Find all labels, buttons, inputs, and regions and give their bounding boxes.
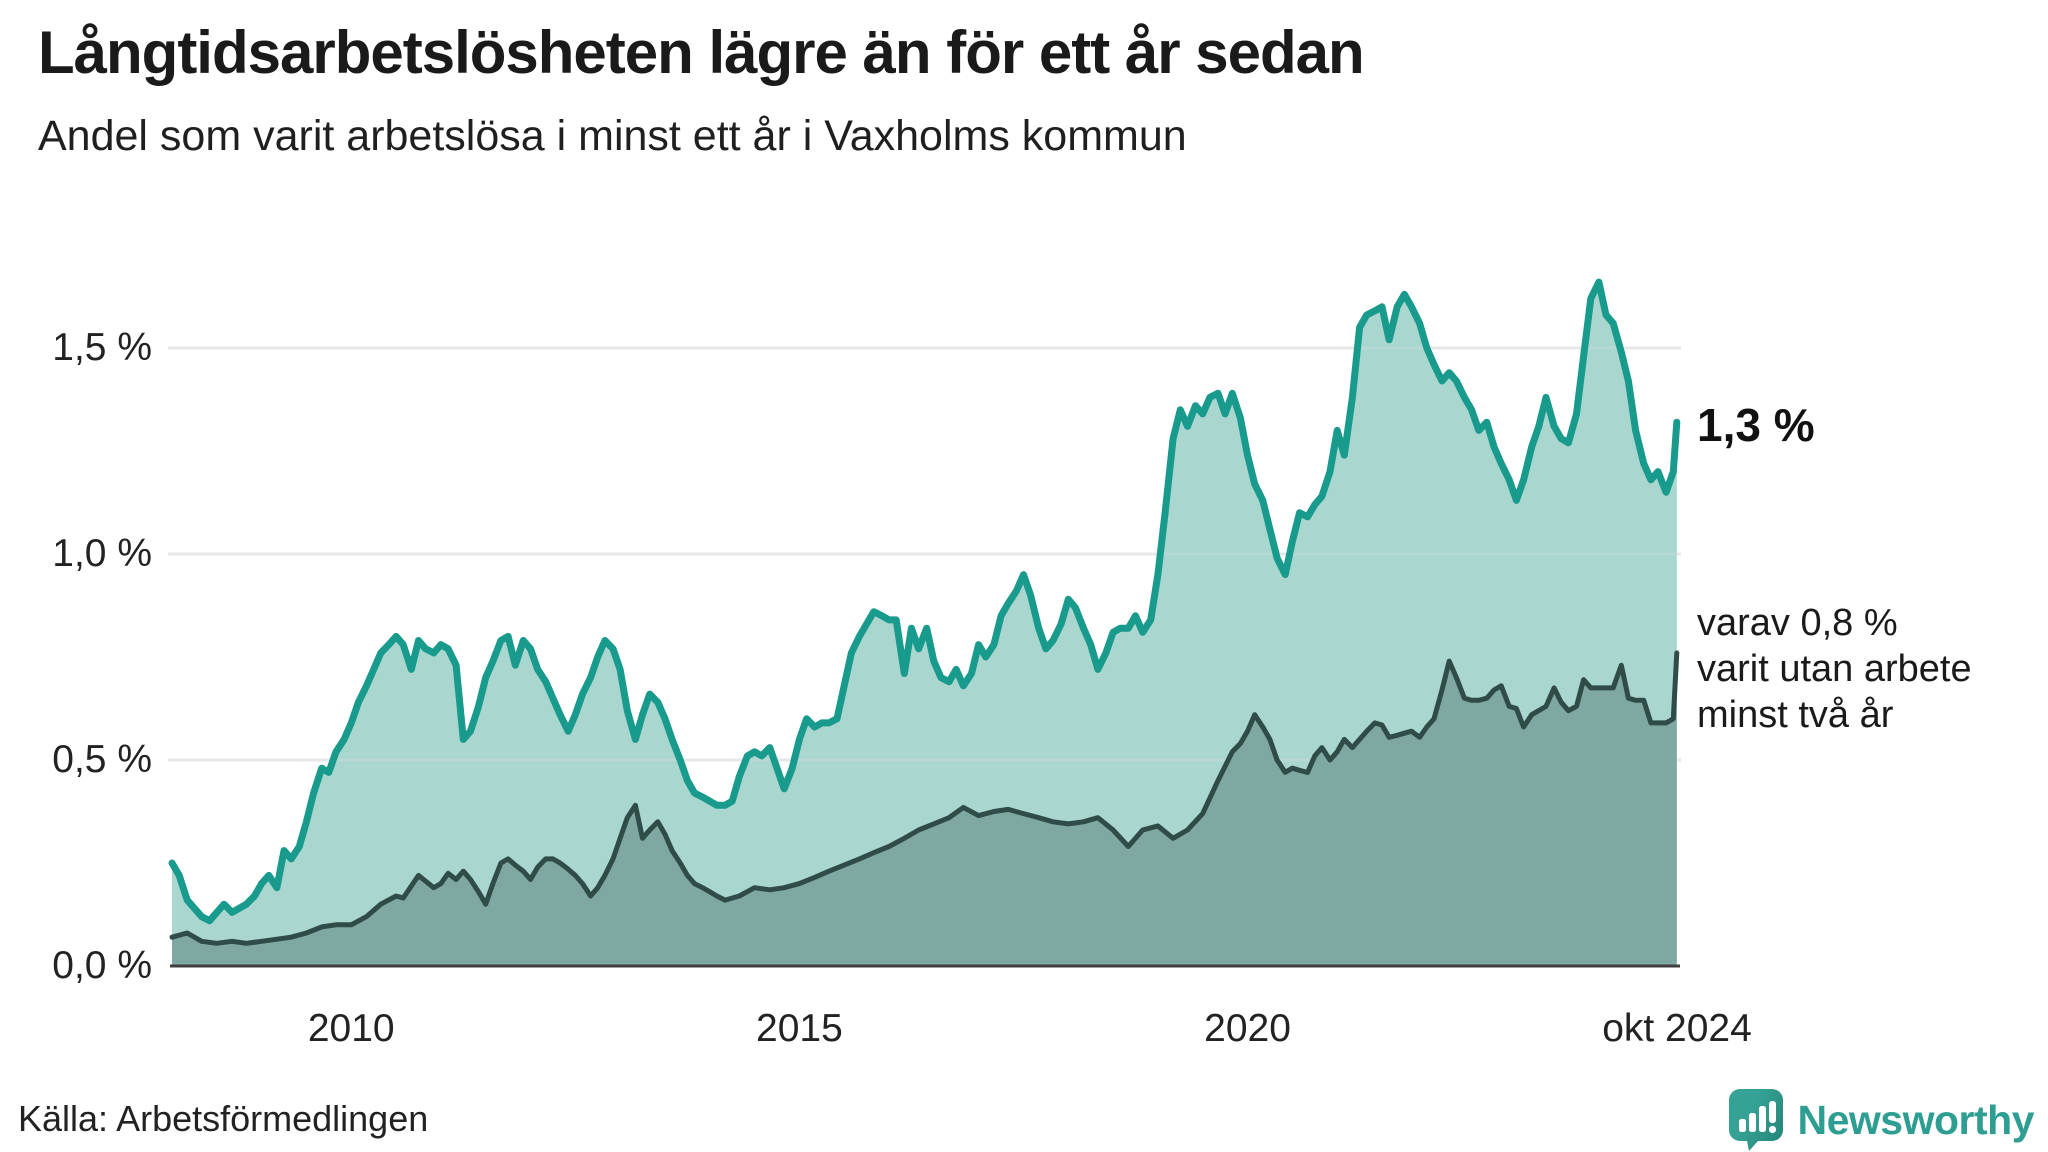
annotation-line: varit utan arbete bbox=[1697, 648, 1972, 690]
series-line-unemployed-two-years bbox=[169, 650, 1680, 946]
latest-value-annotation: 1,3 % bbox=[1697, 399, 1815, 451]
annotation-line: varav 0,8 % bbox=[1697, 602, 1898, 644]
y-tick-label: 1,5 % bbox=[52, 326, 152, 369]
x-tick-label: 2010 bbox=[307, 1007, 395, 1050]
x-tick-label: 2015 bbox=[756, 1007, 843, 1050]
page-title: Långtidsarbetslösheten lägre än för ett … bbox=[38, 19, 1365, 86]
x-tick-label: 2020 bbox=[1204, 1007, 1291, 1050]
source-credit: Källa: Arbetsförmedlingen bbox=[18, 1098, 429, 1139]
y-tick-label: 1,0 % bbox=[52, 532, 152, 575]
newsworthy-logo: Newsworthy bbox=[1728, 1088, 2035, 1152]
chart-subtitle: Andel som varit arbetslösa i minst ett å… bbox=[38, 112, 1187, 160]
y-tick-label: 0,5 % bbox=[52, 738, 152, 781]
y-tick-label: 0,0 % bbox=[52, 944, 152, 987]
annotation-line: minst två år bbox=[1697, 694, 1894, 736]
newsworthy-bubble-chart-icon bbox=[1728, 1088, 1784, 1152]
area-fill-unemployed-two-years bbox=[172, 652, 1677, 966]
series-line-unemployed-one-year bbox=[168, 278, 1681, 925]
newsworthy-wordmark: Newsworthy bbox=[1797, 1096, 2035, 1143]
x-tick-label: okt 2024 bbox=[1602, 1007, 1752, 1050]
two-year-share-annotation: varav 0,8 % varit utan arbete minst två … bbox=[1697, 600, 1972, 738]
